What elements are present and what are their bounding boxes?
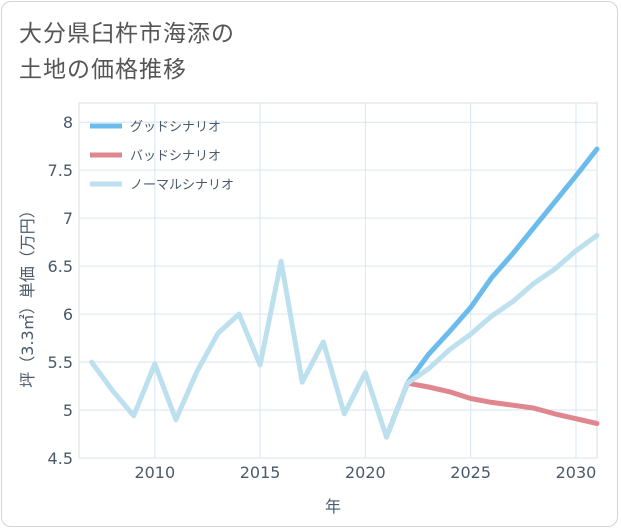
chart-title: 大分県臼杵市海添の 土地の価格推移 [19, 16, 235, 88]
legend-normal-label: ノーマルシナリオ [130, 178, 234, 193]
y-tick-label-8: 8 [63, 113, 73, 132]
y-tick-label-4.5: 4.5 [48, 449, 73, 468]
y-axis-title: 坪（3.3㎡）単価（万円） [18, 202, 37, 387]
x-tick-label-2020: 2020 [345, 463, 386, 482]
tick-labels: 2010 2015 2020 2025 2030 4.5 5 5.5 6 6.5 7 7.5 8 [48, 113, 597, 482]
legend-good-label: グッドシナリオ [130, 120, 221, 135]
x-axis-title: 年 [325, 497, 341, 516]
x-tick-label-2025: 2025 [450, 463, 491, 482]
y-tick-label-5: 5 [63, 401, 73, 420]
series-line-good [383, 146, 600, 440]
grid-lines [79, 103, 597, 459]
x-tick-label-2030: 2030 [556, 463, 597, 482]
x-tick-label-2010: 2010 [134, 463, 175, 482]
series-line-normal [89, 232, 600, 440]
y-tick-label-6.5: 6.5 [48, 257, 73, 276]
series-line-bad [383, 380, 600, 440]
series-lines [89, 146, 600, 440]
y-tick-label-5.5: 5.5 [48, 353, 73, 372]
y-tick-label-7: 7 [63, 209, 73, 228]
legend-bad-label: バッドシナリオ [130, 149, 221, 164]
x-tick-label-2015: 2015 [240, 463, 281, 482]
y-tick-label-6: 6 [63, 305, 73, 324]
y-tick-label-7.5: 7.5 [48, 161, 73, 180]
chart-title-line-2: 土地の価格推移 [19, 57, 187, 83]
chart-title-line-1: 大分県臼杵市海添の [19, 21, 235, 47]
